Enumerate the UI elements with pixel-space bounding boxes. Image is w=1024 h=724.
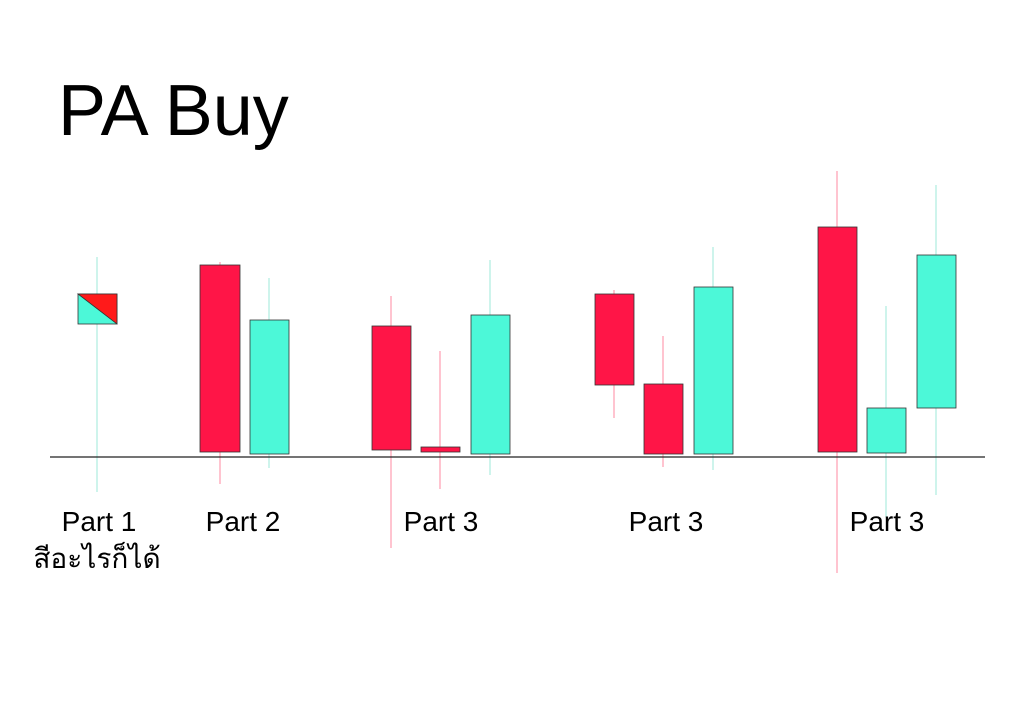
part-label: Part 2: [206, 506, 281, 537]
candle-body: [916, 254, 957, 409]
candle-body: [866, 407, 907, 454]
part-label: Part 1: [62, 506, 137, 537]
candle-body: [594, 293, 635, 386]
candle-body: [643, 383, 684, 455]
title: PA Buy: [58, 71, 289, 151]
part-label: Part 3: [404, 506, 479, 537]
candle-color-any: [76, 293, 118, 325]
candles: [76, 171, 957, 573]
candle-body: [420, 446, 461, 453]
candle-body: [817, 226, 858, 453]
candle-body: [199, 264, 241, 453]
candle-body: [249, 319, 290, 455]
part-sublabel: สีอะไรก็ได้: [33, 541, 160, 574]
candle-body: [693, 286, 734, 455]
part-label: Part 3: [850, 506, 925, 537]
candle-body: [371, 325, 412, 451]
part-label: Part 3: [629, 506, 704, 537]
candle-body: [470, 314, 511, 455]
